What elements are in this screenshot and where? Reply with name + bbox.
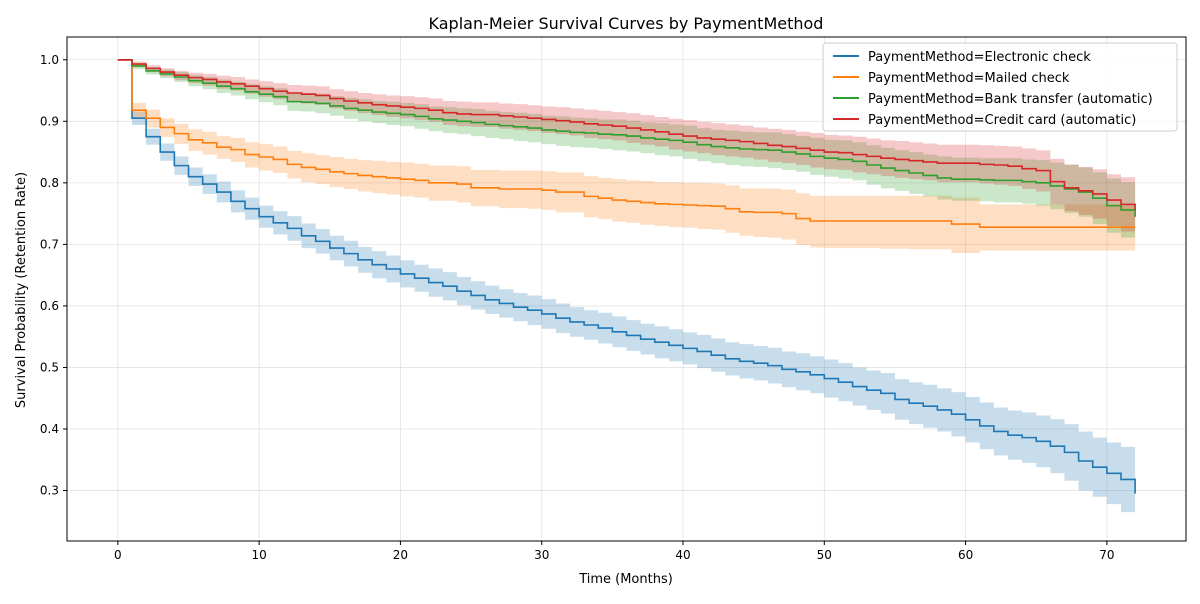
y-tick-label: 0.7 bbox=[40, 237, 59, 251]
x-axis-ticks: 0 10 20 30 40 50 60 70 bbox=[114, 541, 1115, 562]
survival-line-mailed-check bbox=[117, 58, 1136, 228]
legend-label-bank-transfer: PaymentMethod=Bank transfer (automatic) bbox=[868, 92, 1153, 107]
x-tick-label: 70 bbox=[1099, 548, 1114, 562]
chart-title: Kaplan-Meier Survival Curves by PaymentM… bbox=[429, 14, 824, 33]
legend-label-credit-card: PaymentMethod=Credit card (automatic) bbox=[868, 113, 1136, 128]
ci-band-electronic-check bbox=[117, 59, 1136, 521]
legend-box bbox=[822, 42, 1178, 132]
x-tick-label: 40 bbox=[675, 548, 690, 562]
x-tick-label: 60 bbox=[958, 548, 973, 562]
x-tick-label: 30 bbox=[534, 548, 549, 562]
y-axis-label: Survival Probability (Retention Rate) bbox=[14, 172, 29, 408]
y-tick-label: 0.3 bbox=[40, 484, 59, 498]
y-tick-label: 0.9 bbox=[40, 114, 59, 128]
x-tick-label: 10 bbox=[252, 548, 267, 562]
y-tick-label: 0.4 bbox=[40, 422, 59, 436]
survival-line-credit-card-automatic bbox=[117, 58, 1136, 210]
ci-band-bank-transfer-automatic bbox=[117, 59, 1136, 245]
y-tick-label: 0.6 bbox=[40, 299, 59, 313]
survival-lines bbox=[117, 58, 1136, 494]
ci-band-mailed-check bbox=[117, 59, 1136, 253]
x-axis-label: Time (Months) bbox=[578, 572, 673, 587]
legend: PaymentMethod=Electronic check PaymentMe… bbox=[822, 42, 1178, 132]
y-tick-label: 0.8 bbox=[40, 176, 59, 190]
y-tick-label: 0.5 bbox=[40, 360, 59, 374]
y-axis-ticks: 0.3 0.4 0.5 0.6 0.7 0.8 0.9 1.0 bbox=[40, 53, 67, 498]
x-tick-label: 0 bbox=[114, 548, 122, 562]
survival-line-bank-transfer-automatic bbox=[117, 58, 1136, 217]
legend-label-electronic-check: PaymentMethod=Electronic check bbox=[868, 50, 1091, 65]
plot-frame bbox=[66, 36, 1187, 542]
survival-line-electronic-check bbox=[117, 58, 1136, 494]
x-tick-label: 50 bbox=[817, 548, 832, 562]
y-tick-label: 1.0 bbox=[40, 53, 59, 67]
legend-label-mailed-check: PaymentMethod=Mailed check bbox=[868, 71, 1070, 86]
x-tick-label: 20 bbox=[393, 548, 408, 562]
